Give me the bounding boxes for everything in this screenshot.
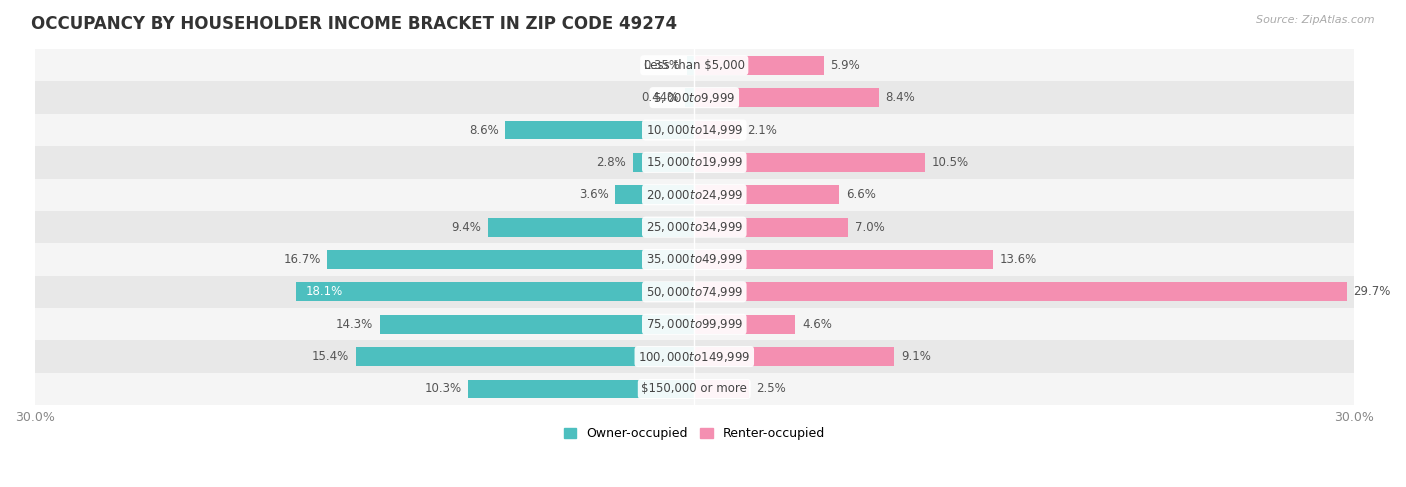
Bar	[35, 244, 1354, 276]
Text: Less than $5,000: Less than $5,000	[644, 59, 745, 72]
Text: 14.3%: 14.3%	[336, 318, 374, 331]
Text: 2.5%: 2.5%	[756, 382, 786, 395]
Text: 0.35%: 0.35%	[643, 59, 681, 72]
Text: 8.4%: 8.4%	[886, 91, 915, 104]
Bar	[35, 114, 1354, 146]
Text: $20,000 to $24,999: $20,000 to $24,999	[645, 188, 742, 202]
Bar	[695, 315, 796, 334]
Bar	[35, 81, 1354, 114]
Bar	[695, 218, 848, 237]
Bar	[297, 282, 695, 301]
Text: 2.1%: 2.1%	[747, 124, 778, 136]
Text: 9.4%: 9.4%	[451, 221, 481, 234]
Text: 13.6%: 13.6%	[1000, 253, 1038, 266]
Text: 8.6%: 8.6%	[470, 124, 499, 136]
Bar	[356, 347, 695, 366]
Text: 29.7%: 29.7%	[1354, 285, 1391, 299]
Bar	[695, 379, 749, 398]
Bar	[35, 276, 1354, 308]
Bar	[695, 186, 839, 204]
Bar	[695, 88, 879, 107]
Bar	[695, 250, 993, 269]
Bar	[35, 49, 1354, 81]
Bar	[505, 121, 695, 139]
Bar	[695, 153, 925, 172]
Bar	[616, 186, 695, 204]
Text: 18.1%: 18.1%	[305, 285, 343, 299]
Text: 15.4%: 15.4%	[312, 350, 349, 363]
Bar	[633, 153, 695, 172]
Bar	[35, 179, 1354, 211]
Text: 4.6%: 4.6%	[801, 318, 832, 331]
Text: $150,000 or more: $150,000 or more	[641, 382, 747, 395]
Text: 9.1%: 9.1%	[901, 350, 931, 363]
Text: $15,000 to $19,999: $15,000 to $19,999	[645, 155, 742, 169]
Text: Source: ZipAtlas.com: Source: ZipAtlas.com	[1257, 15, 1375, 25]
Text: $35,000 to $49,999: $35,000 to $49,999	[645, 252, 742, 266]
Bar	[35, 373, 1354, 405]
Bar	[35, 146, 1354, 179]
Text: 16.7%: 16.7%	[283, 253, 321, 266]
Bar	[686, 56, 695, 75]
Text: 10.3%: 10.3%	[425, 382, 461, 395]
Text: 2.8%: 2.8%	[596, 156, 626, 169]
Bar	[35, 211, 1354, 244]
Bar	[695, 121, 741, 139]
Bar	[380, 315, 695, 334]
Text: 6.6%: 6.6%	[846, 188, 876, 201]
Text: 3.6%: 3.6%	[579, 188, 609, 201]
Bar	[328, 250, 695, 269]
Bar	[488, 218, 695, 237]
Bar	[695, 56, 824, 75]
Text: 7.0%: 7.0%	[855, 221, 884, 234]
Bar	[685, 88, 695, 107]
Text: OCCUPANCY BY HOUSEHOLDER INCOME BRACKET IN ZIP CODE 49274: OCCUPANCY BY HOUSEHOLDER INCOME BRACKET …	[31, 15, 678, 33]
Bar	[468, 379, 695, 398]
Text: $5,000 to $9,999: $5,000 to $9,999	[652, 91, 735, 105]
Bar	[35, 340, 1354, 373]
Text: $25,000 to $34,999: $25,000 to $34,999	[645, 220, 742, 234]
Text: $10,000 to $14,999: $10,000 to $14,999	[645, 123, 742, 137]
Text: 5.9%: 5.9%	[831, 59, 860, 72]
Text: $100,000 to $149,999: $100,000 to $149,999	[638, 350, 751, 364]
Bar	[695, 282, 1347, 301]
Bar	[35, 308, 1354, 340]
Text: 10.5%: 10.5%	[932, 156, 969, 169]
Text: $75,000 to $99,999: $75,000 to $99,999	[645, 317, 742, 331]
Text: 0.44%: 0.44%	[641, 91, 678, 104]
Text: $50,000 to $74,999: $50,000 to $74,999	[645, 285, 742, 299]
Bar	[695, 347, 894, 366]
Legend: Owner-occupied, Renter-occupied: Owner-occupied, Renter-occupied	[558, 422, 830, 445]
